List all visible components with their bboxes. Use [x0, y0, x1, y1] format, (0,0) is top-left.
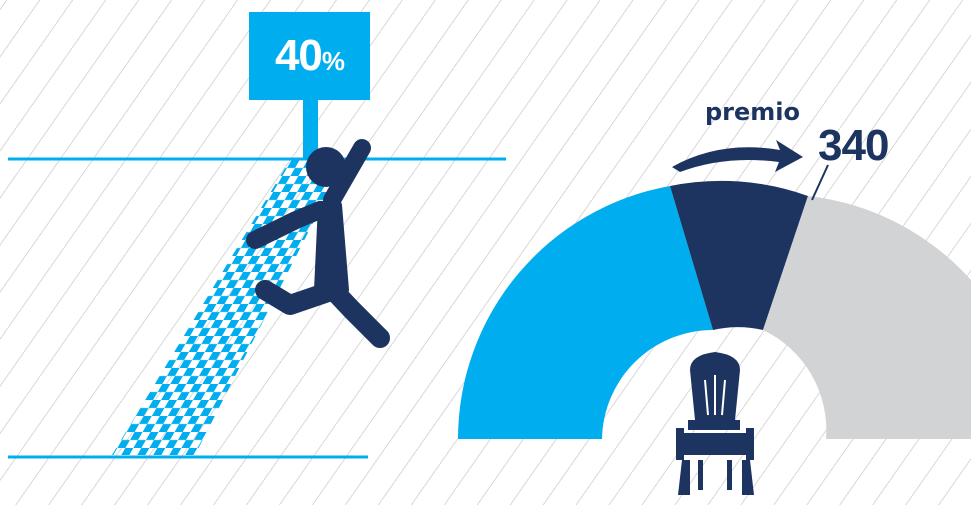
gauge [458, 180, 971, 439]
pointer-line [811, 164, 829, 201]
percent-badge: 40% [249, 12, 370, 100]
gauge-value: 340 [818, 121, 889, 170]
arrow-icon [672, 140, 803, 172]
percent-unit: % [321, 46, 345, 76]
gauge-segment-navy [670, 180, 808, 330]
percent-connector [303, 98, 318, 160]
percent-value: 40% [249, 26, 370, 91]
gauge-segment-gray [763, 196, 971, 439]
premio-label: premio [705, 98, 801, 126]
throne-chair-icon [676, 352, 754, 495]
percent-number: 40 [274, 31, 323, 80]
gauge-segment-light-blue [458, 186, 713, 439]
runner-icon [246, 139, 390, 348]
